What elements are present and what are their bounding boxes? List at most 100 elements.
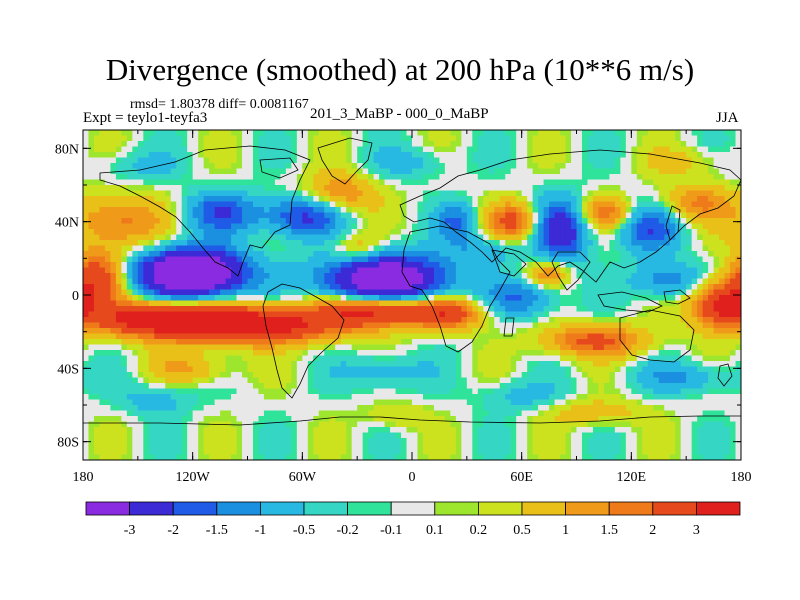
field-cell — [329, 135, 336, 142]
field-cell — [132, 234, 139, 241]
field-cell — [242, 157, 249, 164]
field-cell — [538, 196, 545, 203]
field-cell — [609, 256, 616, 263]
field-cell — [653, 262, 660, 269]
field-cell — [214, 344, 221, 351]
field-cell — [357, 190, 364, 197]
field-cell — [538, 190, 545, 197]
field-cell — [362, 284, 369, 291]
field-cell — [549, 141, 556, 148]
field-cell — [302, 141, 309, 148]
field-cell — [647, 245, 654, 252]
field-cell — [346, 273, 353, 280]
field-cell — [686, 196, 693, 203]
field-cell — [713, 284, 720, 291]
field-cell — [313, 207, 320, 214]
field-cell — [625, 179, 632, 186]
field-cell — [373, 245, 380, 252]
field-cell — [719, 278, 726, 285]
field-cell — [291, 306, 298, 313]
field-cell — [88, 185, 95, 192]
field-cell — [236, 190, 243, 197]
field-cell — [88, 278, 95, 285]
field-cell — [247, 152, 254, 159]
field-cell — [636, 130, 643, 137]
field-cell — [115, 234, 122, 241]
field-cell — [236, 322, 243, 329]
field-cell — [472, 289, 479, 296]
field-cell — [181, 179, 188, 186]
field-cell — [165, 333, 172, 340]
field-cell — [477, 284, 484, 291]
field-cell — [99, 240, 106, 247]
field-cell — [554, 157, 561, 164]
field-cell — [587, 267, 594, 274]
field-cell — [242, 355, 249, 362]
field-cell — [609, 179, 616, 186]
field-cell — [379, 185, 386, 192]
field-cell — [554, 262, 561, 269]
field-cell — [329, 278, 336, 285]
field-cell — [505, 234, 512, 241]
field-cell — [444, 306, 451, 313]
field-cell — [329, 141, 336, 148]
field-cell — [669, 141, 676, 148]
field-cell — [538, 245, 545, 252]
field-cell — [543, 163, 550, 170]
field-cell — [137, 295, 144, 302]
field-cell — [198, 262, 205, 269]
field-cell — [686, 284, 693, 291]
field-cell — [702, 311, 709, 318]
field-cell — [417, 251, 424, 258]
field-cell — [132, 300, 139, 307]
field-cell — [274, 267, 281, 274]
field-cell — [165, 163, 172, 170]
field-cell — [269, 300, 276, 307]
field-cell — [527, 146, 534, 153]
field-cell — [362, 163, 369, 170]
field-cell — [401, 306, 408, 313]
field-cell — [115, 141, 122, 148]
field-cell — [318, 339, 325, 346]
field-cell — [587, 284, 594, 291]
field-cell — [242, 135, 249, 142]
field-cell — [373, 207, 380, 214]
field-cell — [285, 256, 292, 263]
field-cell — [285, 207, 292, 214]
field-cell — [521, 339, 528, 346]
field-cell — [390, 223, 397, 230]
field-cell — [165, 146, 172, 153]
field-cell — [532, 311, 539, 318]
field-cell — [373, 295, 380, 302]
field-cell — [499, 152, 506, 159]
field-cell — [576, 251, 583, 258]
field-cell — [730, 328, 737, 335]
field-cell — [263, 339, 271, 346]
field-cell — [258, 322, 265, 329]
field-cell — [614, 223, 621, 230]
field-cell — [412, 168, 419, 175]
field-cell — [176, 201, 183, 208]
field-cell — [488, 289, 495, 296]
field-cell — [472, 256, 479, 263]
field-cell — [198, 333, 205, 340]
field-cell — [159, 223, 166, 230]
field-cell — [538, 289, 545, 296]
field-cell — [302, 306, 309, 313]
field-cell — [362, 355, 369, 362]
field-cell — [192, 256, 199, 263]
field-cell — [647, 146, 654, 153]
field-cell — [318, 295, 325, 302]
field-cell — [346, 289, 353, 296]
field-cell — [104, 146, 112, 153]
field-cell — [686, 300, 693, 307]
field-cell — [450, 196, 457, 203]
field-cell — [395, 306, 402, 313]
field-cell — [625, 311, 632, 318]
field-cell — [412, 212, 419, 219]
field-cell — [592, 289, 600, 296]
field-cell — [198, 130, 205, 137]
field-cell — [428, 141, 435, 148]
field-cell — [351, 289, 358, 296]
field-cell — [680, 251, 687, 258]
